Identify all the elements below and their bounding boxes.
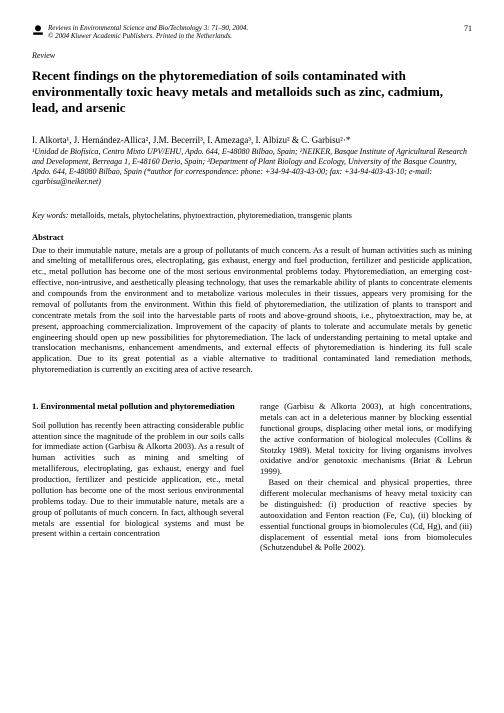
keywords-text: metalloids, metals, phytochelatins, phyt… [68, 211, 352, 220]
page: Reviews in Environmental Science and Bio… [0, 0, 504, 581]
keywords-line: Key words: metalloids, metals, phytochel… [32, 211, 472, 220]
copyright-line: © 2004 Kluwer Academic Publishers. Print… [48, 32, 248, 40]
article-title: Recent findings on the phytoremediation … [32, 68, 472, 117]
keywords-label: Key words: [32, 211, 68, 220]
journal-header: Reviews in Environmental Science and Bio… [32, 24, 472, 41]
journal-citation: Reviews in Environmental Science and Bio… [48, 24, 248, 32]
column-right-paragraph-1: range (Garbisu & Alkorta 2003), at high … [260, 401, 472, 477]
column-left-paragraph: Soil pollution has recently been attract… [32, 420, 244, 540]
abstract-heading: Abstract [32, 232, 472, 242]
affiliations: ¹Unidad de Biofísica, Centro Mixto UPV/E… [32, 147, 472, 187]
section-1-heading: 1. Environmental metal pollution and phy… [32, 401, 244, 412]
article-type: Review [32, 51, 472, 60]
body-columns: 1. Environmental metal pollution and phy… [32, 401, 472, 553]
journal-meta: Reviews in Environmental Science and Bio… [48, 24, 248, 41]
author-list: I. Alkorta¹, J. Hernández-Allica², J.M. … [32, 135, 472, 145]
column-right-paragraph-2: Based on their chemical and physical pro… [260, 477, 472, 553]
publisher-logo-icon [32, 24, 44, 36]
column-right: range (Garbisu & Alkorta 2003), at high … [260, 401, 472, 553]
abstract-text: Due to their immutable nature, metals ar… [32, 245, 472, 376]
page-number: 71 [464, 24, 472, 33]
column-left: 1. Environmental metal pollution and phy… [32, 401, 244, 553]
journal-header-left: Reviews in Environmental Science and Bio… [32, 24, 248, 41]
